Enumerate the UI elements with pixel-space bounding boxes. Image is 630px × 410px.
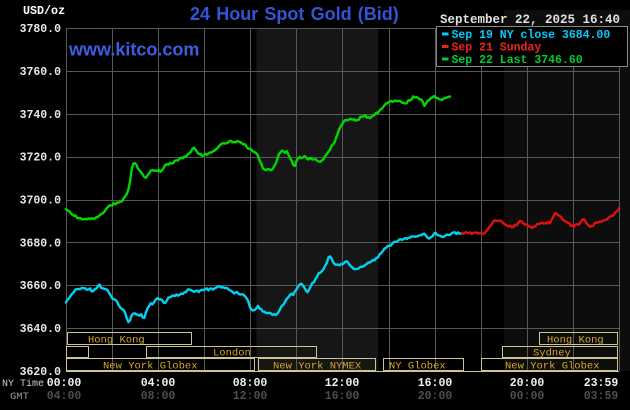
svg-text:3640.0: 3640.0 xyxy=(20,323,62,336)
svg-text:3700.0: 3700.0 xyxy=(20,195,62,208)
svg-text:GMT: GMT xyxy=(10,391,29,403)
svg-text:NY Time: NY Time xyxy=(2,378,44,390)
svg-text:September 22, 2025 16:40: September 22, 2025 16:40 xyxy=(440,13,620,27)
svg-text:Sydney: Sydney xyxy=(533,348,571,360)
svg-text:Sep 19 NY close 3684.00: Sep 19 NY close 3684.00 xyxy=(452,29,611,42)
svg-text:16:00: 16:00 xyxy=(325,390,360,403)
svg-text:Sep 22 Last 3746.60: Sep 22 Last 3746.60 xyxy=(452,54,583,67)
svg-text:24 Hour Spot Gold (Bid): 24 Hour Spot Gold (Bid) xyxy=(190,4,399,24)
svg-text:20:00: 20:00 xyxy=(510,377,545,390)
svg-text:00:00: 00:00 xyxy=(510,390,545,403)
svg-text:Sep 21 Sunday: Sep 21 Sunday xyxy=(452,42,542,55)
svg-text:03:59: 03:59 xyxy=(584,390,619,403)
svg-text:NY Globex: NY Globex xyxy=(389,361,446,373)
svg-text:Hong Kong: Hong Kong xyxy=(88,334,145,346)
svg-text:3720.0: 3720.0 xyxy=(20,152,62,165)
svg-text:23:59: 23:59 xyxy=(584,377,619,390)
svg-text:08:00: 08:00 xyxy=(233,377,268,390)
svg-text:New York Globex: New York Globex xyxy=(505,361,600,373)
svg-text:20:00: 20:00 xyxy=(418,390,453,403)
svg-text:04:00: 04:00 xyxy=(141,377,176,390)
svg-text:USD/oz: USD/oz xyxy=(23,4,65,18)
svg-text:04:00: 04:00 xyxy=(47,390,82,403)
svg-text:New York Globex: New York Globex xyxy=(103,361,198,373)
svg-text:3660.0: 3660.0 xyxy=(20,280,62,293)
svg-text:3760.0: 3760.0 xyxy=(20,66,62,79)
svg-text:08:00: 08:00 xyxy=(141,390,176,403)
svg-text:3620.0: 3620.0 xyxy=(20,366,62,379)
svg-text:3680.0: 3680.0 xyxy=(20,237,62,250)
svg-text:12:00: 12:00 xyxy=(325,377,360,390)
svg-text:www.kitco.com: www.kitco.com xyxy=(68,40,199,60)
svg-text:16:00: 16:00 xyxy=(418,377,453,390)
svg-text:New York NYMEX: New York NYMEX xyxy=(273,361,362,373)
svg-text:Hong Kong: Hong Kong xyxy=(547,334,604,346)
svg-text:00:00: 00:00 xyxy=(47,377,82,390)
svg-text:3780.0: 3780.0 xyxy=(20,23,62,36)
svg-text:London: London xyxy=(213,348,251,360)
svg-text:12:00: 12:00 xyxy=(233,390,268,403)
svg-text:3740.0: 3740.0 xyxy=(20,109,62,122)
